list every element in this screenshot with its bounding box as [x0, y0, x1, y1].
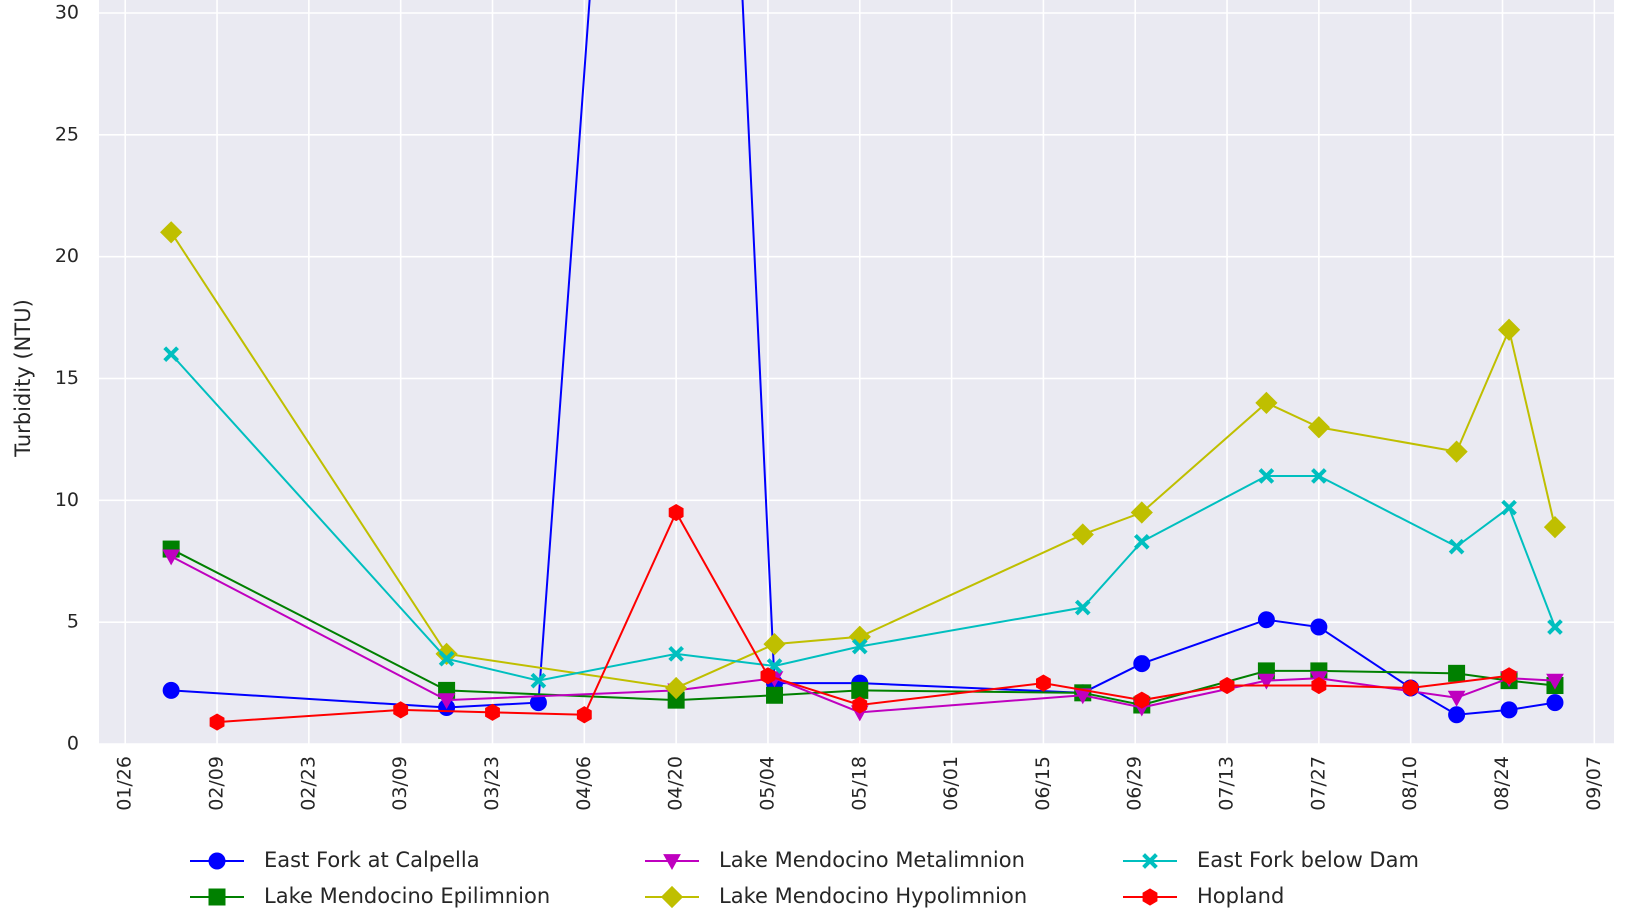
- x-tick-label: 05/04: [756, 756, 778, 811]
- marker: [1130, 501, 1153, 524]
- marker: [1035, 674, 1051, 692]
- marker: [1497, 318, 1521, 341]
- marker: [1448, 706, 1466, 724]
- marker: [1219, 676, 1235, 695]
- marker: [393, 701, 409, 719]
- x-tick-label: 07/13: [1216, 756, 1238, 811]
- marker: [1501, 667, 1517, 685]
- marker: [1307, 416, 1330, 439]
- marker: [1543, 516, 1567, 539]
- x-tick-label: 04/20: [665, 756, 687, 811]
- x-tick-label: 07/27: [1307, 756, 1329, 811]
- marker: [1071, 523, 1094, 546]
- series-line: [171, 0, 1556, 716]
- marker: [209, 713, 225, 731]
- x-tick-label: 01/26: [114, 756, 136, 811]
- marker: [162, 681, 180, 699]
- marker: [1255, 391, 1278, 414]
- x-tick-label: 03/23: [481, 756, 503, 811]
- series-line: [170, 548, 1556, 707]
- marker: [1311, 468, 1327, 484]
- marker: [1133, 533, 1150, 550]
- legend: East Fork at Calpella Lake Mendocino Epil…: [190, 848, 1419, 909]
- marker: [760, 667, 776, 685]
- marker: [1073, 688, 1092, 705]
- marker: [851, 638, 868, 655]
- y-tick-label: 30: [55, 2, 79, 24]
- marker: [1310, 618, 1328, 636]
- marker: [1501, 499, 1517, 516]
- marker: [1257, 611, 1275, 629]
- x-tick-label: 05/18: [848, 756, 870, 811]
- x-tick-label: 06/01: [940, 756, 962, 811]
- x-tick-label: 02/23: [297, 756, 319, 811]
- marker: [665, 676, 688, 700]
- marker: [766, 686, 784, 704]
- marker: [438, 650, 455, 667]
- marker: [437, 693, 456, 710]
- legend-label: Hopland: [1197, 884, 1284, 908]
- x-tick-label: 08/24: [1491, 756, 1513, 811]
- marker: [1311, 676, 1327, 695]
- x-tick-label: 04/06: [573, 756, 595, 811]
- x-tick-label: 08/10: [1399, 756, 1421, 811]
- marker: [1500, 701, 1518, 719]
- marker: [660, 885, 684, 909]
- marker: [1257, 673, 1276, 690]
- grid: [99, 0, 1614, 745]
- series-layer: [160, 0, 1567, 731]
- marker: [1074, 599, 1091, 616]
- marker: [763, 632, 786, 656]
- axes: 0 5 10 15 20 25 30 01/26 02/09 02/23 03/09 03/23 04/…: [55, 2, 1605, 811]
- marker: [1448, 664, 1466, 682]
- series-line: [170, 231, 1556, 689]
- y-tick-label: 5: [67, 611, 79, 633]
- marker: [208, 888, 226, 906]
- y-tick-label: 20: [55, 245, 79, 267]
- marker: [485, 703, 500, 721]
- y-axis-label: Turbidity (NTU): [11, 299, 35, 458]
- marker: [668, 503, 684, 522]
- y-tick-label: 15: [55, 367, 79, 389]
- marker: [530, 672, 547, 689]
- series-line: [170, 555, 1556, 714]
- marker: [1142, 888, 1158, 906]
- marker: [1134, 691, 1150, 709]
- legend-label: East Fork below Dam: [1197, 848, 1419, 872]
- y-tick-label: 25: [55, 123, 79, 145]
- marker: [1258, 468, 1275, 484]
- marker: [1546, 673, 1564, 690]
- legend-label: Lake Mendocino Epilimnion: [264, 884, 550, 908]
- marker: [1447, 690, 1466, 707]
- marker: [1142, 853, 1158, 869]
- marker: [576, 706, 592, 724]
- x-tick-label: 09/07: [1583, 756, 1605, 811]
- legend-label: East Fork at Calpella: [264, 848, 480, 872]
- x-tick-label: 06/15: [1032, 756, 1054, 811]
- marker: [1133, 655, 1151, 673]
- y-tick-label: 0: [67, 733, 79, 755]
- marker: [160, 221, 183, 244]
- y-tick-label: 10: [55, 489, 79, 511]
- marker: [1448, 538, 1465, 555]
- marker: [162, 549, 180, 566]
- plot-area: [99, 0, 1614, 744]
- legend-label: Lake Mendocino Hypolimnion: [719, 884, 1027, 908]
- legend-label: Lake Mendocino Metalimnion: [719, 848, 1025, 872]
- marker: [1403, 679, 1419, 697]
- x-tick-label: 02/09: [206, 756, 228, 811]
- x-tick-label: 03/09: [389, 756, 411, 811]
- marker: [208, 852, 226, 870]
- marker: [852, 696, 868, 714]
- marker: [1547, 619, 1563, 635]
- marker: [663, 854, 681, 871]
- x-tick-label: 06/29: [1124, 756, 1146, 811]
- marker: [1445, 440, 1468, 463]
- marker: [668, 646, 684, 662]
- marker: [851, 681, 869, 699]
- marker: [1546, 694, 1564, 712]
- marker: [163, 346, 179, 362]
